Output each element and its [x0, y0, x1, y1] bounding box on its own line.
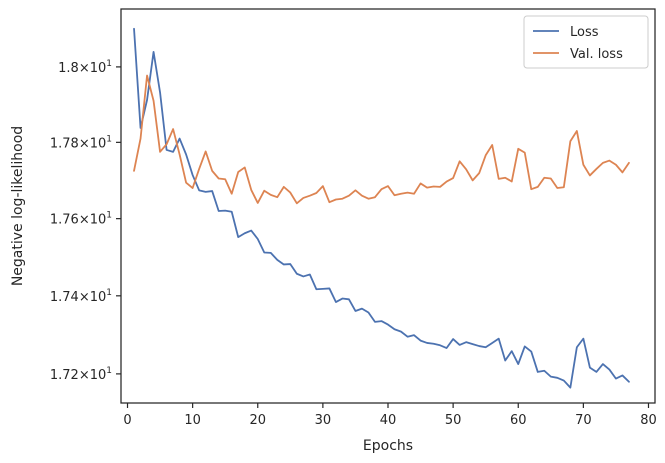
x-tick-label: 20	[249, 413, 266, 428]
y-axis-label: Negative log-likelihood	[10, 126, 26, 286]
y-tick-label: 1.8×101	[58, 59, 112, 76]
y-tick-label: 1.74×101	[50, 288, 112, 305]
series-layer	[133, 27, 630, 389]
legend-label: Val. loss	[570, 47, 623, 62]
x-tick-label: 60	[510, 413, 527, 428]
x-tick-label: 80	[640, 413, 657, 428]
x-axis-ticks: 0 10 20 30 40 50 60 70 80	[123, 403, 657, 428]
y-tick-label: 1.76×101	[50, 211, 112, 228]
x-tick-label: 0	[123, 413, 131, 428]
series-line-loss	[133, 27, 630, 389]
x-tick-label: 70	[575, 413, 592, 428]
y-tick-label: 1.78×101	[50, 134, 112, 151]
x-tick-label: 30	[315, 413, 332, 428]
x-axis-label: Epochs	[363, 438, 413, 454]
plot-area-background	[121, 9, 655, 403]
y-axis-ticks: 1.72×101 1.74×101 1.76×101 1.78×101 1.8×101	[50, 59, 121, 383]
x-tick-label: 40	[380, 413, 397, 428]
legend-box	[523, 15, 649, 69]
x-tick-label: 10	[184, 413, 201, 428]
series-line-val-loss	[133, 74, 630, 205]
y-tick-label: 1.72×101	[50, 366, 112, 383]
x-tick-label: 50	[445, 413, 462, 428]
legend: Loss Val. loss	[523, 15, 649, 69]
legend-label: Loss	[570, 25, 599, 40]
